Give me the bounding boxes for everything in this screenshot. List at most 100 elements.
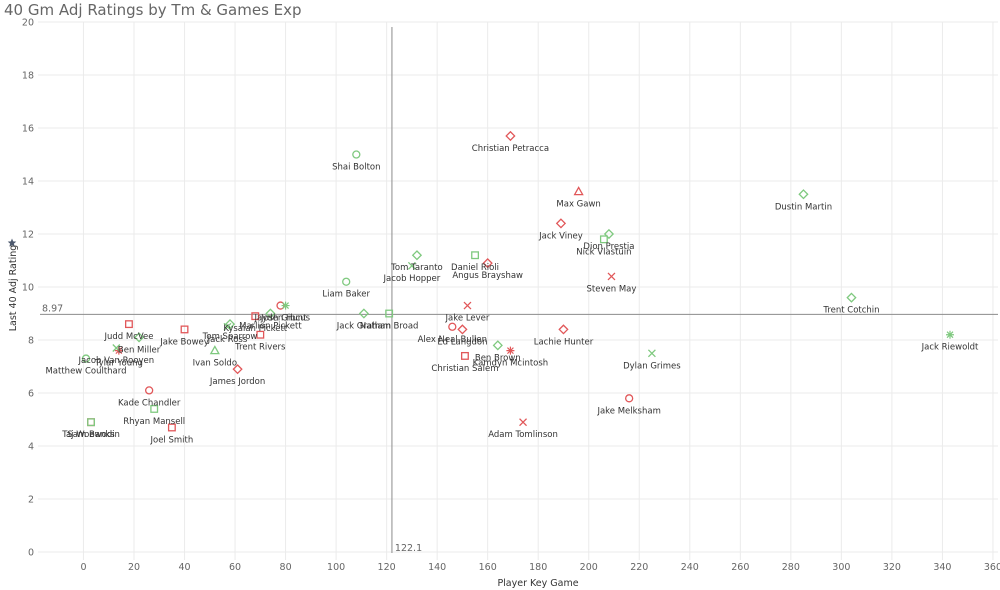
data-point-kamdyn-mcintosh[interactable] xyxy=(506,346,515,355)
point-label: Max Gawn xyxy=(556,200,600,210)
star-icon xyxy=(7,238,17,247)
point-label: Steven May xyxy=(587,284,637,294)
data-point-nathan-broad[interactable] xyxy=(385,309,394,318)
data-point-dylan-grimes[interactable] xyxy=(647,349,656,358)
point-label: Trent Cotchin xyxy=(822,306,879,316)
data-point-jack-riewoldt[interactable] xyxy=(946,330,954,339)
data-point-alex-neal-bullen[interactable] xyxy=(448,322,457,331)
ref-line-y-label: 8.97 xyxy=(42,303,63,314)
data-point-christian-petracca[interactable] xyxy=(505,130,516,142)
x-tick-label: 0 xyxy=(80,562,86,573)
x-tick-label: 320 xyxy=(883,562,901,573)
point-label: Adam Tomlinson xyxy=(488,430,558,440)
point-label: Angus Brayshaw xyxy=(452,271,523,281)
data-point-jake-bowey[interactable] xyxy=(180,325,189,334)
data-point-steven-may[interactable] xyxy=(607,272,616,281)
data-point-tom-sparrow[interactable] xyxy=(224,319,236,330)
data-point-ed-langdon[interactable] xyxy=(457,324,468,335)
data-point-judd-mcvee[interactable] xyxy=(124,320,133,329)
point-label: Dylan Grimes xyxy=(623,361,681,371)
data-point-liam-baker[interactable] xyxy=(342,277,351,286)
x-tick-label: 260 xyxy=(731,562,749,573)
y-tick-label: 18 xyxy=(22,71,34,82)
data-point-kade-chandler[interactable] xyxy=(145,386,154,395)
data-points[interactable] xyxy=(81,130,955,432)
point-label: Ben Miller xyxy=(118,345,161,355)
x-tick-label: 20 xyxy=(128,562,140,573)
data-point-ivan-soldo[interactable] xyxy=(209,345,220,355)
x-tick-label: 240 xyxy=(681,562,699,573)
data-point-matthew-coulthard[interactable] xyxy=(81,354,91,363)
data-point-nick-vlastuin[interactable] xyxy=(599,235,608,244)
data-point-jacob-hopper[interactable] xyxy=(407,261,416,270)
point-label: Jacob Van Rooyen xyxy=(77,356,154,366)
data-point-angus-brayshaw[interactable] xyxy=(482,258,493,269)
data-point-ben-brown[interactable] xyxy=(492,340,503,351)
y-tick-label: 12 xyxy=(22,230,34,241)
data-point-jacob-van-rooyen[interactable] xyxy=(112,344,121,352)
point-label: Tom Sparrow xyxy=(202,332,258,342)
point-label: Ed Langdon xyxy=(437,337,487,347)
point-label: Josh Gibcus xyxy=(260,314,311,324)
point-label: Judd McVee xyxy=(103,332,153,342)
data-point-adam-tomlinson[interactable] xyxy=(519,418,528,427)
point-label: Jake Lever xyxy=(445,314,490,324)
y-tick-label: 4 xyxy=(28,442,34,453)
data-point-joel-smith[interactable] xyxy=(167,423,176,432)
y-axis-title: Last 40 Adj Rating xyxy=(8,245,19,332)
data-point-jake-lever[interactable] xyxy=(463,301,472,310)
x-tick-label: 180 xyxy=(529,562,547,573)
data-point-christian-salem[interactable] xyxy=(460,351,469,360)
point-label: Nick Vlastuin xyxy=(576,247,631,257)
data-point-max-gawn[interactable] xyxy=(573,186,584,196)
data-point-trent-cotchin[interactable] xyxy=(846,292,857,303)
point-label: Shai Bolton xyxy=(332,163,380,173)
x-tick-label: 100 xyxy=(327,562,345,573)
data-point-sam-banks[interactable] xyxy=(87,418,96,427)
data-point-kysaiah-pickett[interactable] xyxy=(251,312,260,321)
data-point-jake-melksham[interactable] xyxy=(625,394,634,403)
point-label: Kade Chandler xyxy=(118,398,181,408)
point-label: Jack Viney xyxy=(538,231,583,241)
data-point-lachie-hunter[interactable] xyxy=(558,324,569,335)
point-label: Rhyan Mansell xyxy=(123,417,185,427)
point-label: Jack Riewoldt xyxy=(921,343,979,353)
data-point-taj-woewodin[interactable] xyxy=(87,418,96,427)
data-point-ben-miller[interactable] xyxy=(133,332,145,343)
x-tick-label: 40 xyxy=(178,562,190,573)
data-point-jack-viney[interactable] xyxy=(555,218,567,229)
point-label: Dion Prestia xyxy=(583,242,634,252)
data-point-james-jordon[interactable] xyxy=(232,364,243,375)
grid-lines xyxy=(38,21,998,560)
x-tick-label: 280 xyxy=(782,562,800,573)
data-point-jack-graham[interactable] xyxy=(358,308,370,319)
data-point-shai-bolton[interactable] xyxy=(352,150,361,159)
x-tick-label: 220 xyxy=(630,562,648,573)
data-point-marlion-pickett[interactable] xyxy=(265,308,276,319)
y-tick-label: 10 xyxy=(22,283,34,294)
point-label: Trent Rivers xyxy=(234,343,286,353)
point-label: Jack Ross xyxy=(207,335,248,345)
y-tick-label: 20 xyxy=(22,18,34,29)
point-label: Jake Bowey xyxy=(159,337,209,347)
data-point-jack-ross[interactable] xyxy=(223,322,232,331)
point-label: Ben Brown xyxy=(475,353,521,363)
point-label: Dustin Martin xyxy=(775,202,832,212)
y-tick-label: 2 xyxy=(28,495,34,506)
data-point-josh-gibcus[interactable] xyxy=(281,301,290,310)
data-point-tom-taranto[interactable] xyxy=(411,250,423,261)
point-label: Tom Taranto xyxy=(390,263,443,273)
x-tick-label: 80 xyxy=(280,562,292,573)
point-label: Nathan Broad xyxy=(360,322,419,332)
data-point-trent-rivers[interactable] xyxy=(256,330,265,339)
data-point-rhyan-mansell[interactable] xyxy=(150,404,159,413)
x-tick-label: 140 xyxy=(428,562,446,573)
data-point-daniel-rioli[interactable] xyxy=(471,251,480,260)
point-label: Lachie Hunter xyxy=(534,337,594,347)
point-label: Jayden Hunt xyxy=(254,314,308,324)
data-point-dion-prestia[interactable] xyxy=(603,228,615,240)
point-label: Sam Banks xyxy=(67,430,115,440)
data-point-dustin-martin[interactable] xyxy=(798,189,809,200)
y-tick-label: 6 xyxy=(28,389,34,400)
